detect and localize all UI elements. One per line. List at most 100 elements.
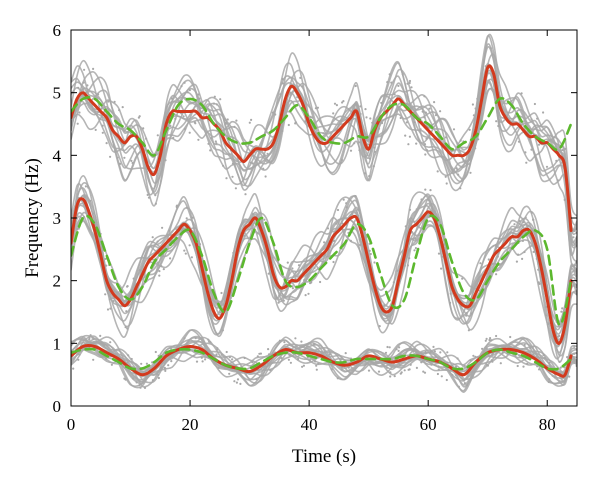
gray-dot — [414, 237, 417, 240]
gray-dot — [522, 221, 525, 224]
gray-dot — [170, 97, 173, 100]
gray-dot — [83, 196, 86, 199]
gray-dot — [89, 199, 92, 202]
gray-dot — [197, 138, 200, 141]
gray-dot — [158, 270, 161, 273]
gray-dot — [451, 168, 454, 171]
gray-dot — [191, 216, 194, 219]
gray-dot — [354, 84, 357, 88]
gray-dot — [201, 360, 204, 363]
gray-dot — [130, 357, 133, 361]
gray-dot — [459, 139, 462, 142]
gray-dot — [251, 162, 254, 165]
gray-dot — [316, 106, 319, 109]
gray-dot — [558, 360, 561, 363]
gray-dot — [213, 95, 216, 98]
gray-dot — [94, 128, 97, 131]
gray-dot — [560, 322, 563, 325]
gray-dot — [471, 148, 474, 151]
gray-dot — [112, 300, 115, 303]
gray-dot — [428, 107, 431, 110]
gray-dot — [138, 269, 141, 272]
gray-dot — [429, 189, 432, 192]
gray-dot — [414, 247, 417, 250]
gray-dot — [568, 375, 571, 378]
gray-dot — [301, 85, 304, 88]
gray-dot — [465, 314, 468, 317]
gray-dot — [390, 81, 393, 84]
gray-dot — [342, 198, 345, 201]
gray-dot — [405, 121, 408, 124]
gray-dot — [342, 216, 345, 219]
gray-dot — [375, 361, 378, 364]
gray-dot — [157, 373, 160, 377]
gray-dot — [476, 97, 479, 100]
gray-dot — [185, 206, 188, 209]
gray-dot — [209, 149, 212, 152]
gray-dot — [433, 101, 436, 104]
gray-dot — [231, 162, 235, 165]
gray-dot — [248, 121, 251, 124]
gray-dot — [183, 127, 186, 131]
gray-dot — [116, 156, 119, 159]
gray-dot — [415, 366, 418, 369]
gray-dot — [445, 361, 448, 364]
gray-dot — [92, 67, 95, 70]
gray-dot — [474, 107, 477, 110]
gray-dot — [220, 353, 223, 356]
gray-dot — [477, 138, 480, 141]
y-tick-label: 6 — [53, 21, 62, 40]
x-tick-label: 60 — [420, 415, 437, 434]
gray-dot — [434, 230, 438, 233]
gray-dot — [269, 361, 272, 364]
gray-dot — [266, 152, 269, 155]
gray-dot — [161, 226, 164, 229]
gray-dot — [358, 149, 361, 152]
gray-dot — [485, 337, 488, 340]
gray-dot — [281, 78, 284, 81]
gray-dot — [302, 364, 305, 367]
gray-dot — [398, 105, 401, 109]
gray-dot — [322, 132, 325, 135]
gray-dot — [415, 350, 418, 353]
gray-dot — [430, 363, 433, 366]
gray-dot — [409, 363, 412, 366]
gray-dot — [392, 281, 395, 284]
gray-dot — [113, 100, 116, 103]
gray-dot — [156, 134, 159, 137]
y-tick-label: 3 — [53, 209, 62, 228]
gray-dot — [216, 347, 219, 350]
gray-dot — [92, 212, 95, 215]
gray-dot — [548, 378, 551, 381]
gray-dot — [243, 234, 246, 237]
gray-dot — [408, 81, 411, 85]
gray-dot — [380, 101, 383, 104]
gray-dot — [82, 81, 85, 84]
gray-dot — [412, 117, 415, 120]
gray-dot — [373, 146, 376, 149]
gray-dot — [297, 264, 301, 267]
gray-dot — [154, 202, 157, 205]
gray-dot — [421, 110, 424, 113]
gray-dot — [383, 303, 386, 307]
gray-dot — [381, 121, 384, 125]
gray-dot — [294, 122, 297, 125]
gray-dot — [225, 177, 228, 180]
y-tick-label: 0 — [53, 397, 62, 416]
gray-dot — [258, 352, 261, 355]
gray-dot — [235, 119, 238, 122]
gray-dot — [404, 225, 407, 228]
gray-dot — [404, 134, 407, 137]
gray-dot — [524, 151, 527, 154]
gray-dot — [188, 89, 191, 92]
gray-dot — [489, 47, 492, 50]
gray-dot — [497, 124, 500, 128]
gray-dot — [127, 354, 130, 357]
gray-dot — [469, 359, 472, 362]
gray-dot — [439, 351, 442, 354]
gray-dot — [423, 371, 427, 374]
gray-dot — [250, 118, 253, 121]
gray-dot — [170, 360, 173, 363]
gray-dot — [523, 250, 526, 254]
gray-dot — [192, 354, 195, 357]
